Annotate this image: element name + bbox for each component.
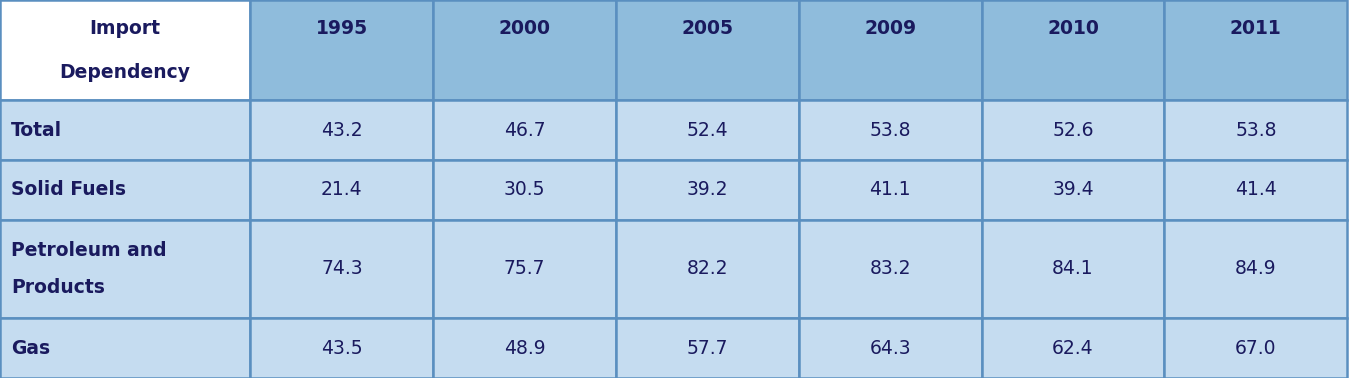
Bar <box>616 160 799 220</box>
Bar <box>799 0 982 100</box>
Bar <box>0 160 250 220</box>
Text: 84.1: 84.1 <box>1052 259 1094 279</box>
Bar <box>433 160 616 220</box>
Bar <box>433 0 616 100</box>
Text: 53.8: 53.8 <box>869 121 911 139</box>
Bar <box>250 100 433 160</box>
Text: 41.4: 41.4 <box>1235 180 1277 199</box>
Text: 52.4: 52.4 <box>686 121 728 139</box>
Text: 2005: 2005 <box>681 19 734 37</box>
Text: 2000: 2000 <box>498 19 551 37</box>
Bar <box>1164 220 1347 318</box>
Text: 2010: 2010 <box>1047 19 1099 37</box>
Bar <box>250 318 433 378</box>
Text: 2009: 2009 <box>864 19 917 37</box>
Bar <box>616 100 799 160</box>
Text: 53.8: 53.8 <box>1235 121 1277 139</box>
Text: Gas: Gas <box>11 339 50 358</box>
Bar <box>616 318 799 378</box>
Text: 43.5: 43.5 <box>321 339 363 358</box>
Bar <box>799 220 982 318</box>
Bar <box>0 0 250 100</box>
Bar <box>799 318 982 378</box>
Bar <box>250 160 433 220</box>
Bar <box>982 220 1164 318</box>
Text: 21.4: 21.4 <box>321 180 363 199</box>
Text: 62.4: 62.4 <box>1052 339 1094 358</box>
Text: 83.2: 83.2 <box>869 259 911 279</box>
Text: 41.1: 41.1 <box>869 180 911 199</box>
Text: Import

Dependency: Import Dependency <box>60 19 191 82</box>
Bar <box>616 220 799 318</box>
Text: 64.3: 64.3 <box>869 339 911 358</box>
Bar <box>982 0 1164 100</box>
Text: Total: Total <box>11 121 62 139</box>
Text: Solid Fuels: Solid Fuels <box>11 180 126 199</box>
Bar <box>982 100 1164 160</box>
Bar <box>799 160 982 220</box>
Bar <box>250 220 433 318</box>
Text: 57.7: 57.7 <box>686 339 728 358</box>
Text: 48.9: 48.9 <box>504 339 546 358</box>
Text: 30.5: 30.5 <box>504 180 546 199</box>
Bar <box>1164 318 1347 378</box>
Text: 84.9: 84.9 <box>1235 259 1277 279</box>
Text: 52.6: 52.6 <box>1052 121 1094 139</box>
Text: 39.2: 39.2 <box>686 180 728 199</box>
Bar <box>1164 100 1347 160</box>
Text: 75.7: 75.7 <box>504 259 546 279</box>
Bar <box>433 220 616 318</box>
Bar <box>1164 160 1347 220</box>
Bar <box>433 100 616 160</box>
Bar <box>433 318 616 378</box>
Bar <box>0 318 250 378</box>
Bar <box>982 318 1164 378</box>
Bar <box>616 0 799 100</box>
Text: 67.0: 67.0 <box>1235 339 1277 358</box>
Text: 82.2: 82.2 <box>686 259 728 279</box>
Bar <box>799 100 982 160</box>
Bar <box>1164 0 1347 100</box>
Text: 46.7: 46.7 <box>504 121 546 139</box>
Text: Petroleum and
Products: Petroleum and Products <box>11 241 167 297</box>
Text: 74.3: 74.3 <box>321 259 363 279</box>
Bar <box>250 0 433 100</box>
Text: 43.2: 43.2 <box>321 121 363 139</box>
Bar <box>0 220 250 318</box>
Text: 1995: 1995 <box>315 19 368 37</box>
Text: 2011: 2011 <box>1229 19 1282 37</box>
Bar <box>0 100 250 160</box>
Text: 39.4: 39.4 <box>1052 180 1094 199</box>
Bar <box>982 160 1164 220</box>
